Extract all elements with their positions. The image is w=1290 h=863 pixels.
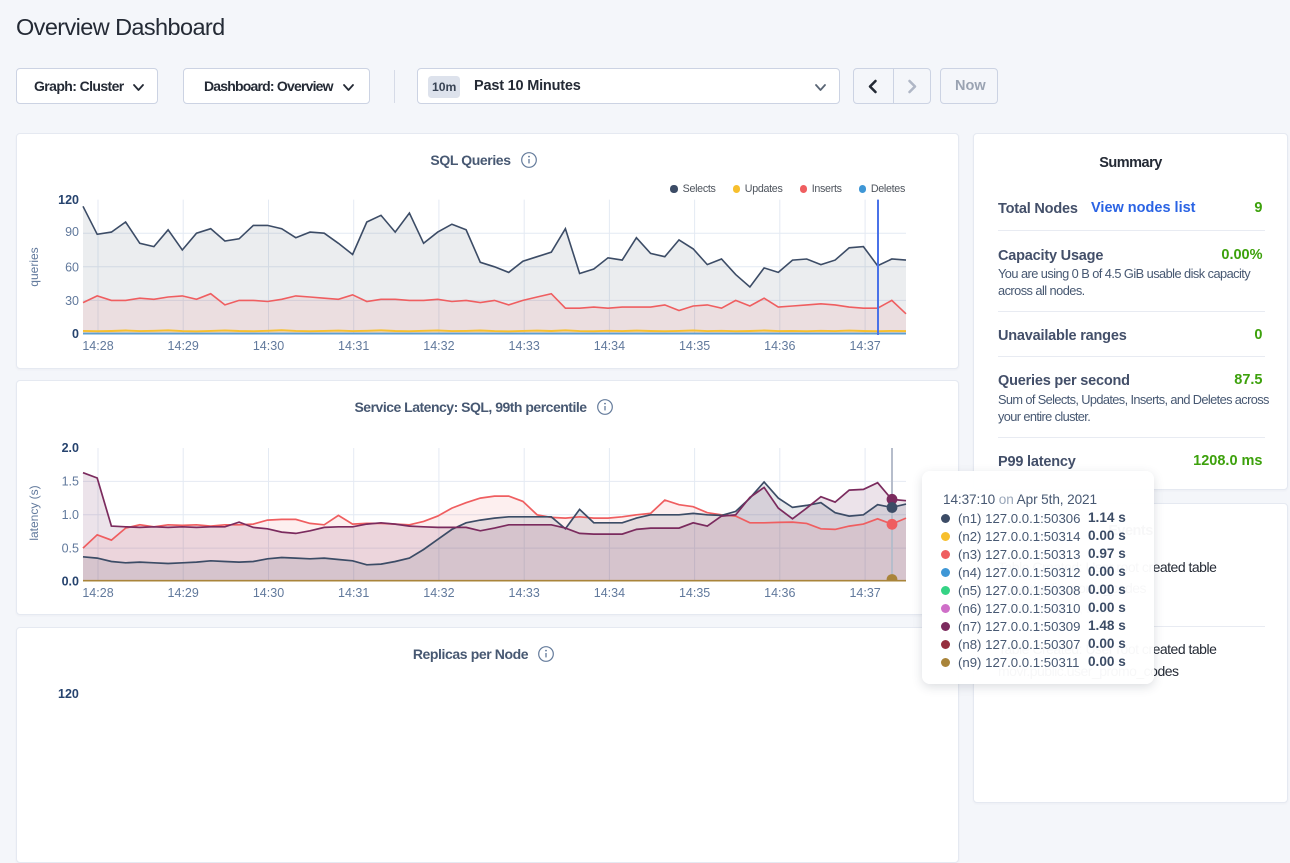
svg-text:14:36: 14:36 bbox=[764, 339, 795, 353]
svg-text:14:28: 14:28 bbox=[82, 339, 113, 353]
svg-text:1.0: 1.0 bbox=[62, 508, 79, 522]
svg-text:14:37: 14:37 bbox=[849, 586, 880, 600]
svg-text:60: 60 bbox=[65, 261, 79, 275]
svg-text:0.0: 0.0 bbox=[62, 575, 79, 589]
svg-text:14:30: 14:30 bbox=[253, 586, 284, 600]
svg-text:90: 90 bbox=[65, 225, 79, 239]
svg-text:14:36: 14:36 bbox=[764, 586, 795, 600]
svg-text:14:33: 14:33 bbox=[509, 339, 540, 353]
svg-text:14:34: 14:34 bbox=[594, 586, 625, 600]
svg-text:14:35: 14:35 bbox=[679, 586, 710, 600]
svg-text:1.5: 1.5 bbox=[62, 475, 79, 489]
svg-text:0.5: 0.5 bbox=[62, 541, 79, 555]
svg-text:14:31: 14:31 bbox=[338, 586, 369, 600]
svg-text:queries: queries bbox=[27, 247, 41, 286]
svg-text:14:35: 14:35 bbox=[679, 339, 710, 353]
svg-text:14:37: 14:37 bbox=[849, 339, 880, 353]
svg-text:30: 30 bbox=[65, 294, 79, 308]
svg-text:120: 120 bbox=[58, 193, 79, 207]
svg-text:14:29: 14:29 bbox=[168, 586, 199, 600]
svg-text:latency (s): latency (s) bbox=[27, 485, 41, 540]
svg-text:14:31: 14:31 bbox=[338, 339, 369, 353]
svg-text:14:32: 14:32 bbox=[423, 339, 454, 353]
svg-text:2.0: 2.0 bbox=[62, 441, 79, 455]
svg-text:14:29: 14:29 bbox=[168, 339, 199, 353]
svg-text:14:28: 14:28 bbox=[82, 586, 113, 600]
svg-text:0: 0 bbox=[72, 327, 79, 341]
svg-text:14:30: 14:30 bbox=[253, 339, 284, 353]
svg-text:14:34: 14:34 bbox=[594, 339, 625, 353]
svg-text:14:33: 14:33 bbox=[509, 586, 540, 600]
svg-text:14:32: 14:32 bbox=[423, 586, 454, 600]
